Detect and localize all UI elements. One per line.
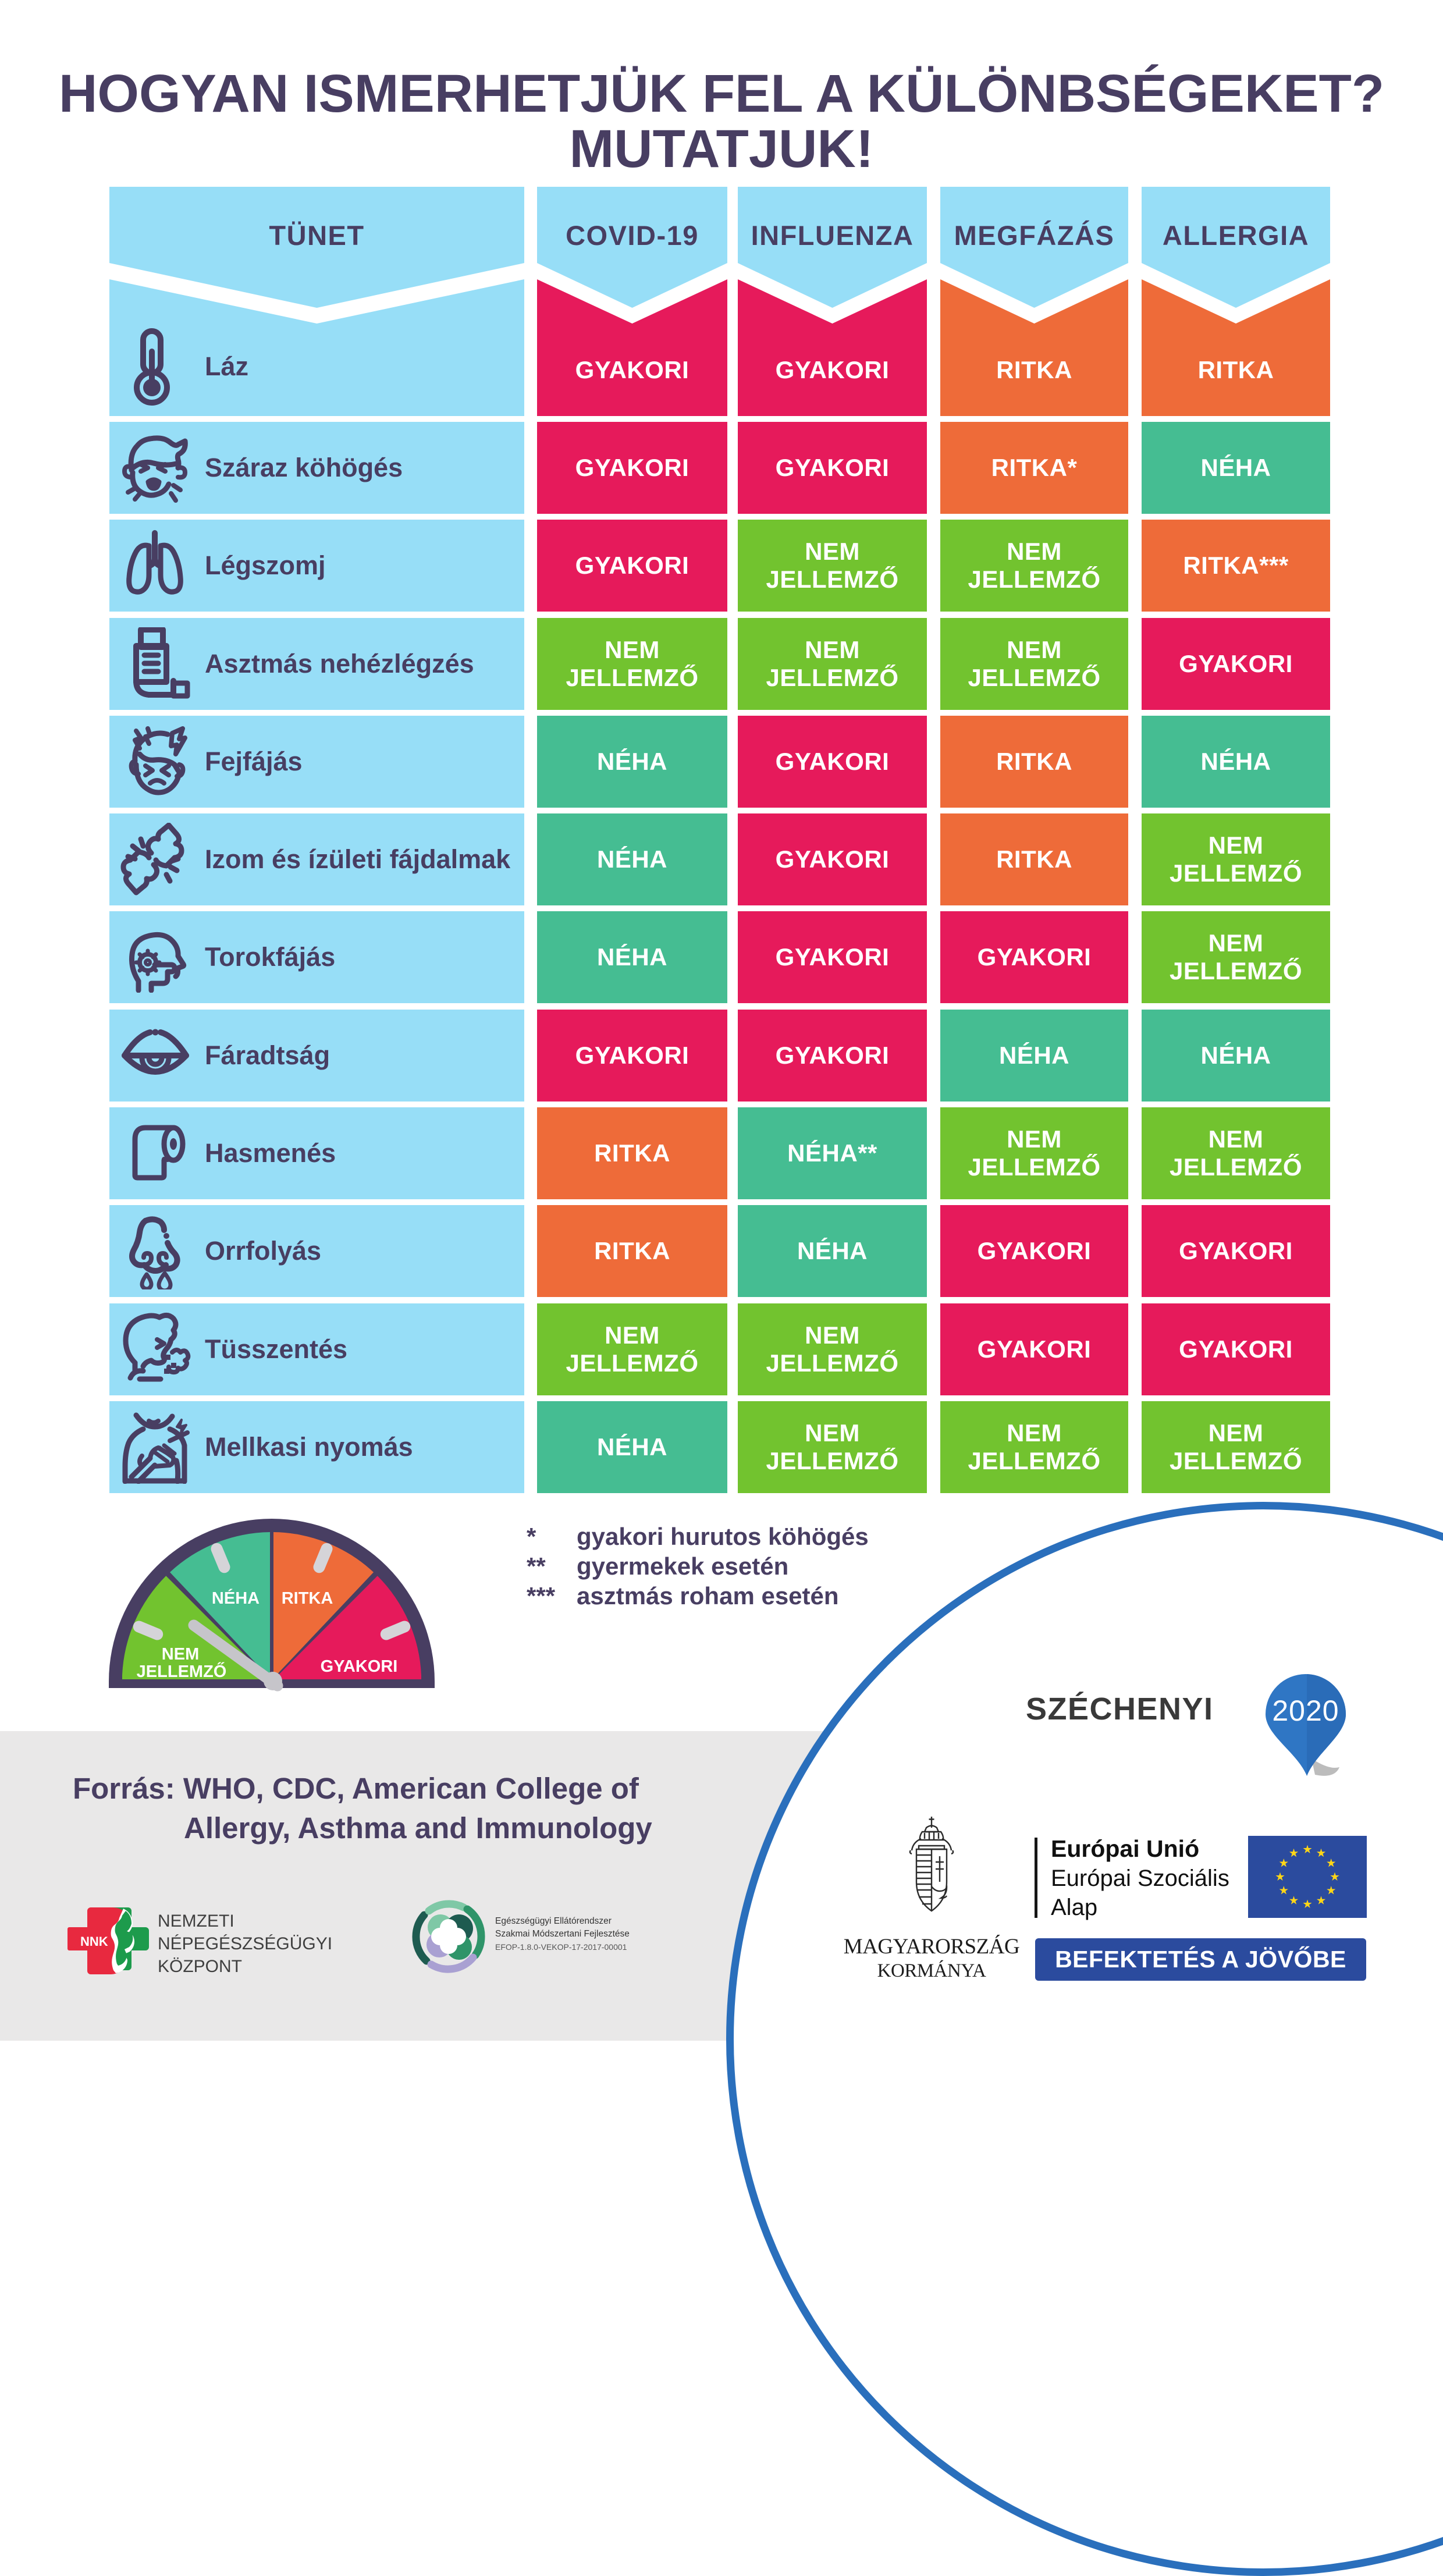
svg-text:2020: 2020 (1272, 1694, 1339, 1727)
svg-text:GYAKORI: GYAKORI (321, 1657, 398, 1676)
svg-text:JELLEMZŐ: JELLEMZŐ (137, 1661, 227, 1681)
svg-text:NEM: NEM (162, 1645, 199, 1664)
svg-text:NNK: NNK (80, 1934, 108, 1949)
svg-text:RITKA: RITKA (282, 1589, 333, 1608)
svg-text:NÉHA: NÉHA (212, 1588, 260, 1608)
